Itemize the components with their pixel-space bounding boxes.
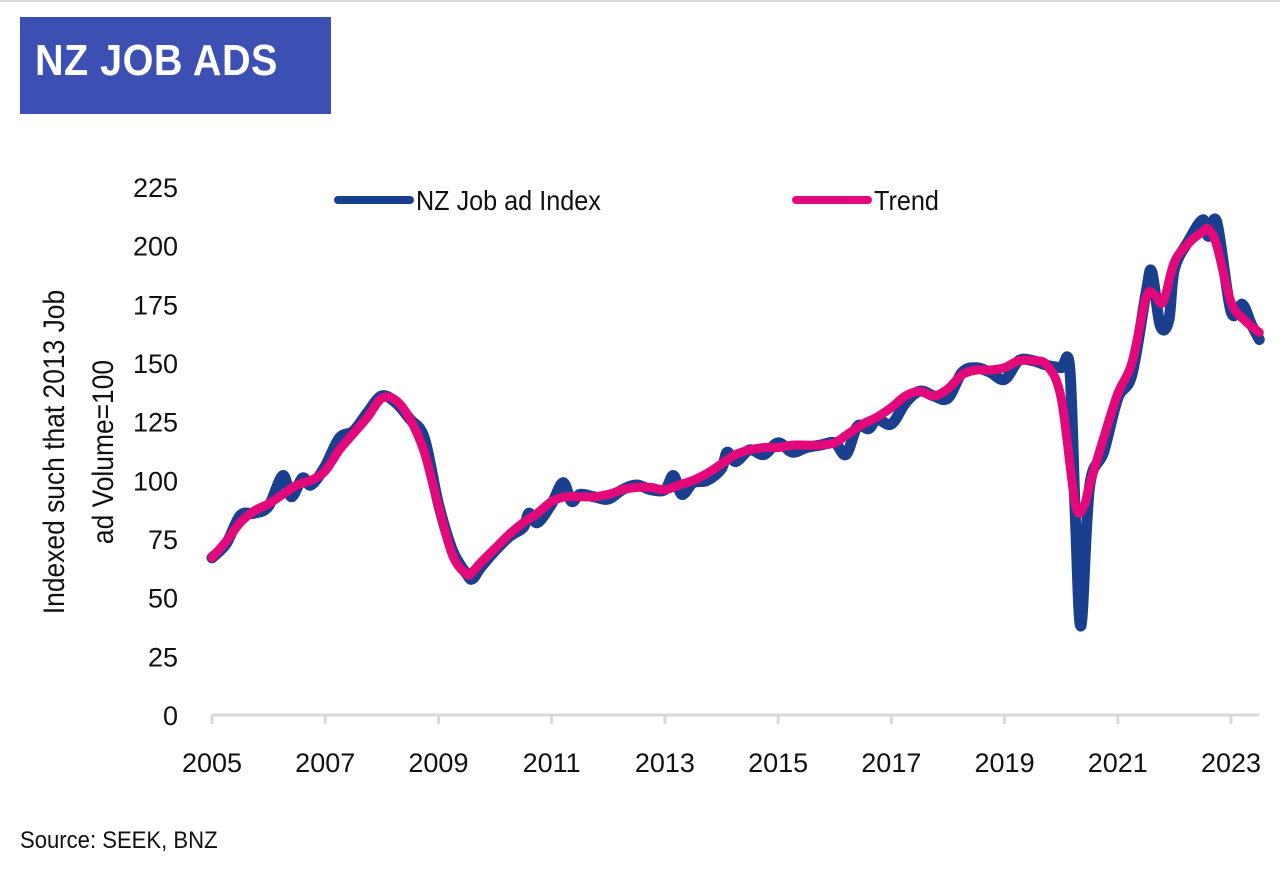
x-tick-label: 2017	[861, 748, 921, 778]
series-line-job-ad-index	[206, 213, 1265, 632]
series-group	[206, 213, 1265, 632]
x-tick-label: 2013	[635, 748, 695, 778]
y-tick-label: 200	[133, 232, 178, 262]
title-banner	[20, 17, 331, 114]
y-tick-label: 100	[133, 466, 178, 496]
x-tick-label: 2015	[748, 748, 808, 778]
y-tick-label: 125	[133, 408, 178, 438]
x-tick-label: 2009	[408, 748, 468, 778]
y-axis-title-line-2: ad Volume=100	[85, 360, 119, 544]
x-axis: 2005 2007 2009 2011 2013 2015 2017 2019 2021 2023	[182, 713, 1261, 778]
x-tick-label: 2023	[1201, 748, 1261, 778]
x-tick-label: 2021	[1088, 748, 1148, 778]
y-axis: 0 25 50 75 100 125 150 175 200 225	[133, 173, 178, 731]
y-tick-label: 50	[148, 584, 178, 614]
y-tick-label: 0	[163, 701, 178, 731]
legend-label-index: NZ Job ad Index	[416, 185, 601, 217]
x-tick-label: 2011	[523, 748, 581, 778]
top-border	[0, 0, 1280, 2]
x-tick-label: 2007	[295, 748, 355, 778]
y-tick-label: 150	[133, 349, 178, 379]
x-tick-label: 2005	[182, 748, 242, 778]
y-tick-label: 25	[148, 642, 178, 672]
series-line-trend	[207, 223, 1264, 580]
y-tick-label: 225	[133, 173, 178, 203]
legend-label-trend: Trend	[874, 185, 939, 217]
y-axis-title-line-1: Indexed such that 2013 Job	[36, 290, 70, 614]
x-tick-label: 2019	[975, 748, 1035, 778]
source-note: Source: SEEK, BNZ	[20, 827, 218, 854]
y-tick-label: 75	[148, 525, 178, 555]
legend: NZ Job ad Index Trend	[334, 185, 939, 217]
chart-title: NZ JOB ADS	[35, 36, 278, 85]
y-axis-title: Indexed such that 2013 Job ad Volume=100	[36, 290, 119, 614]
y-tick-label: 175	[133, 290, 178, 320]
